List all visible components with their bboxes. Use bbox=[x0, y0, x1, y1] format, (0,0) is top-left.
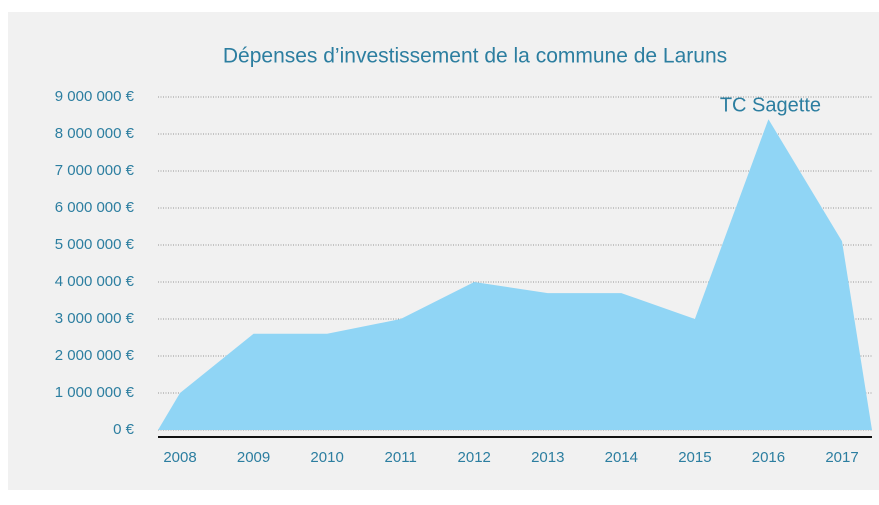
annotation: TC Sagette bbox=[720, 94, 821, 116]
y-tick-label: 6 000 000 € bbox=[55, 199, 135, 216]
x-tick-label: 2008 bbox=[163, 449, 196, 466]
y-tick-label: 1 000 000 € bbox=[55, 384, 135, 401]
y-tick-label: 7 000 000 € bbox=[55, 162, 135, 179]
y-tick-label: 8 000 000 € bbox=[55, 125, 135, 142]
y-tick-label: 4 000 000 € bbox=[55, 273, 135, 290]
y-tick-label: 2 000 000 € bbox=[55, 347, 135, 364]
y-tick-label: 3 000 000 € bbox=[55, 310, 135, 327]
x-tick-label: 2016 bbox=[752, 449, 785, 466]
x-tick-label: 2011 bbox=[385, 449, 417, 466]
area bbox=[158, 119, 872, 430]
x-tick-label: 2015 bbox=[678, 449, 711, 466]
y-tick-label: 0 € bbox=[113, 421, 135, 438]
x-tick-label: 2012 bbox=[458, 449, 491, 466]
x-tick-label: 2010 bbox=[310, 449, 343, 466]
x-tick-label: 2009 bbox=[237, 449, 270, 466]
y-tick-label: 9 000 000 € bbox=[55, 88, 135, 105]
x-tick-label: 2017 bbox=[825, 449, 858, 466]
x-tick-label: 2014 bbox=[605, 449, 638, 466]
y-tick-label: 5 000 000 € bbox=[55, 236, 135, 253]
chart-title: Dépenses d’investissement de la commune … bbox=[223, 45, 727, 68]
x-tick-label: 2013 bbox=[531, 449, 564, 466]
